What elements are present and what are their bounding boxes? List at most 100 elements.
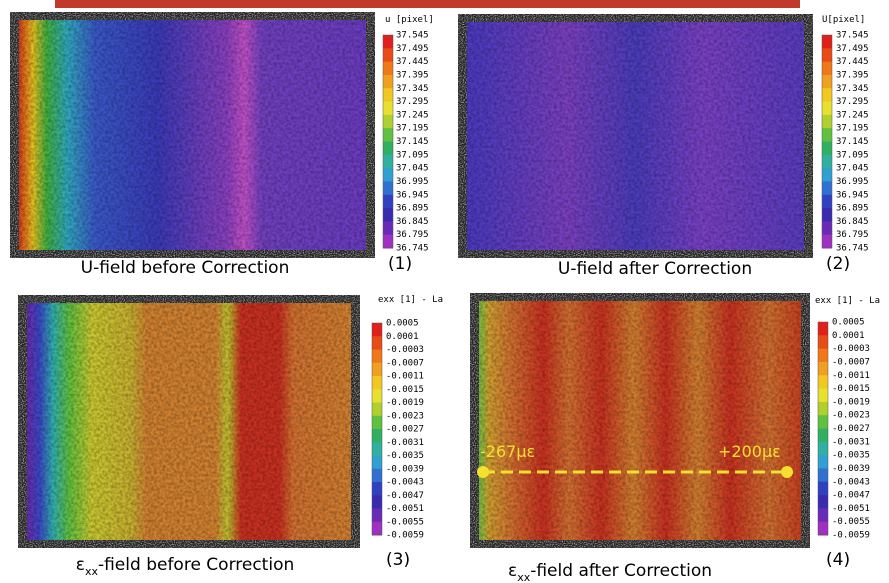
- colorbar-cell: [372, 508, 382, 523]
- colorbar-cell: [818, 361, 828, 376]
- colorbar-cell: [383, 194, 393, 209]
- colorbar-label: 37.045: [836, 164, 869, 174]
- caption: εxx-field after Correction: [508, 561, 712, 583]
- colorbar-cell: [822, 154, 832, 169]
- colorbar-label: -0.0031: [832, 437, 870, 447]
- colorbar-cell: [818, 521, 828, 536]
- colorbar-cell: [822, 141, 832, 156]
- colorbar-label: -0.0011: [832, 371, 870, 381]
- colorbar-cell: [383, 61, 393, 76]
- colorbar-label: 36.795: [836, 230, 869, 240]
- colorbar-cell: [372, 389, 382, 403]
- colorbar-cell: [372, 521, 382, 536]
- top-banner: [55, 0, 800, 8]
- colorbar-label: 36.845: [836, 217, 869, 227]
- colorbar-label: -0.0023: [386, 411, 424, 421]
- colorbar-frame: [371, 322, 383, 536]
- colorbar-cell: [372, 495, 382, 509]
- colorbar-label: -0.0055: [386, 517, 424, 527]
- colorbar-cell: [372, 376, 382, 390]
- colorbar-cell: [818, 468, 828, 483]
- caption: εxx-field before Correction: [76, 555, 295, 578]
- caption-symbol: ε: [508, 561, 517, 581]
- colorbar-label: -0.0035: [832, 451, 870, 461]
- colorbar-cell: [383, 128, 393, 142]
- colorbar-cell: [383, 74, 393, 89]
- colorbar-label: 37.445: [396, 57, 429, 67]
- colorbar-frame: [817, 321, 829, 536]
- colorbar-label: -0.0023: [832, 411, 870, 421]
- colorbar-cell: [383, 208, 393, 222]
- colorbar-label: -0.0039: [386, 464, 424, 474]
- colorbar-label: 37.345: [396, 84, 429, 94]
- colorbar-cell: [383, 221, 393, 236]
- field-texture: [27, 303, 351, 540]
- colorbar-label: 37.495: [836, 44, 869, 54]
- colorbar-label: -0.0031: [386, 438, 424, 448]
- colorbar-label: 36.945: [396, 190, 429, 200]
- colorbar-label: 36.895: [396, 204, 429, 214]
- colorbar-label: 37.445: [836, 57, 869, 67]
- panel-number: (3): [386, 550, 410, 570]
- colorbar-cell: [822, 48, 832, 63]
- colorbar-title: U[pixel]: [822, 15, 865, 25]
- colorbar-cell: [372, 349, 382, 364]
- colorbar-cell: [372, 429, 382, 443]
- fields: u [pixel] 37.545 37.495 37.445 37.395 37.345 3…: [10, 12, 880, 583]
- colorbar-cell: [818, 481, 828, 496]
- colorbar-label: 37.345: [836, 84, 869, 94]
- colorbar-label: -0.0059: [386, 531, 424, 541]
- caption-subscript: xx: [517, 571, 531, 583]
- colorbar-cell: [383, 88, 393, 103]
- colorbar-label: -0.0027: [386, 425, 424, 435]
- colorbar-label: 37.495: [396, 44, 429, 54]
- colorbar-cell: [822, 221, 832, 236]
- colorbar-label: 37.545: [836, 31, 869, 41]
- caption: U-field before Correction: [81, 258, 290, 278]
- colorbar-label: -0.0007: [386, 358, 424, 368]
- colorbar-cell: [372, 442, 382, 456]
- colorbar-label: -0.0055: [832, 517, 870, 527]
- colorbar-cell: [822, 61, 832, 76]
- colorbar-cell: [372, 415, 382, 430]
- colorbar-label: 37.245: [836, 110, 869, 120]
- field-texture: [467, 22, 804, 250]
- colorbar-cell: [818, 455, 828, 469]
- colorbar-cell: [383, 234, 393, 249]
- colorbar-cell: [818, 348, 828, 363]
- colorbar-label: 0.0001: [386, 332, 419, 342]
- colorbar-cell: [383, 35, 393, 49]
- colorbar-label: 37.395: [836, 70, 869, 80]
- colorbar-cell: [818, 441, 828, 456]
- colorbar-cell: [372, 468, 382, 483]
- profile-end: [477, 466, 489, 478]
- profile-end: [781, 466, 793, 478]
- colorbar-cell: [818, 508, 828, 523]
- colorbar-title: exx [1] - La: [815, 296, 880, 306]
- colorbar-cell: [818, 401, 828, 416]
- colorbar-cell: [818, 375, 828, 390]
- colorbar-label: 37.095: [836, 150, 869, 160]
- colorbar-label: 0.0005: [832, 318, 865, 328]
- colorbar-label: 37.145: [396, 137, 429, 147]
- colorbar-label: 37.195: [396, 124, 429, 134]
- field-texture: [19, 20, 366, 250]
- colorbar-label: 36.795: [396, 230, 429, 240]
- panel-number: (4): [826, 550, 850, 570]
- caption-text: -field before Correction: [98, 555, 294, 575]
- field-texture: [479, 301, 801, 540]
- panel-number: (1): [388, 254, 412, 274]
- colorbar-cell: [383, 114, 393, 129]
- colorbar-cell: [372, 323, 382, 337]
- colorbar-label: 0.0005: [386, 319, 419, 329]
- colorbar-cell: [383, 168, 393, 182]
- colorbar-label: -0.0059: [832, 531, 870, 541]
- colorbar-title: exx [1] - La: [378, 295, 443, 305]
- colorbar-cell: [822, 181, 832, 196]
- colorbar-cell: [372, 362, 382, 377]
- colorbar-cell: [822, 194, 832, 209]
- colorbar-label: 0.0001: [832, 331, 865, 341]
- colorbar-label: -0.0039: [832, 464, 870, 474]
- colorbar-cell: [822, 234, 832, 249]
